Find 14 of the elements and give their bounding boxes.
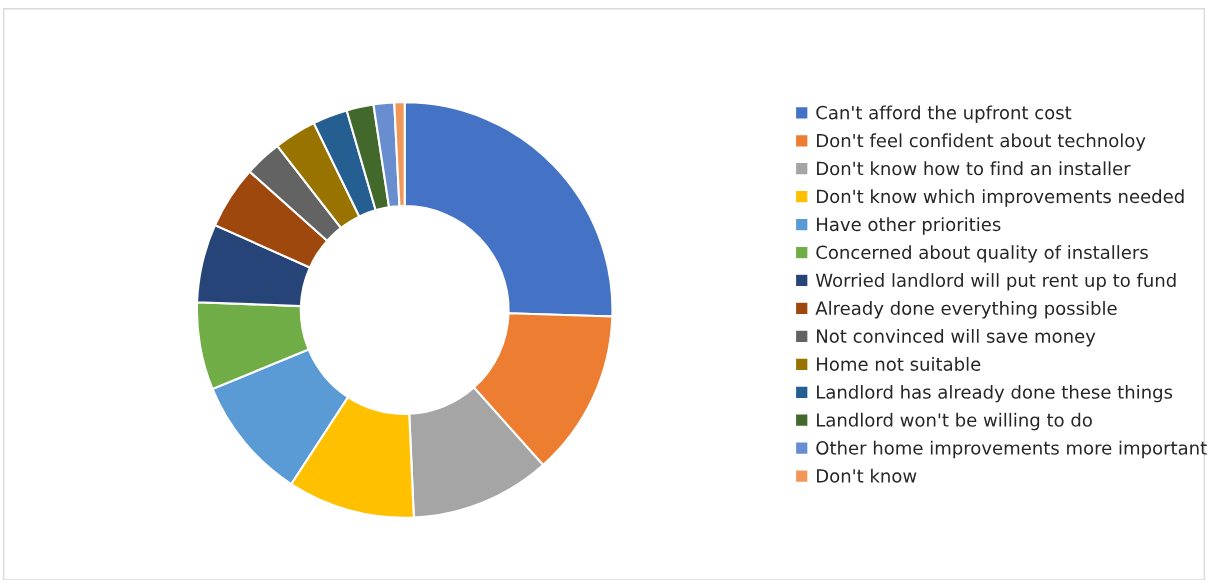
legend-label: Already done everything possible bbox=[815, 301, 1117, 319]
legend-label: Not convinced will save money bbox=[817, 328, 1096, 347]
legend-label: Other home improvements more important bbox=[816, 440, 1207, 459]
legend-label: Home not suitable bbox=[817, 356, 981, 371]
legend-label: Don't know bbox=[817, 468, 917, 483]
legend-label: Don't feel confident about technoloy bbox=[817, 133, 1146, 151]
legend-label: Don't know which improvements needed bbox=[817, 189, 1184, 207]
legend-label: Landlord has already done these things bbox=[817, 384, 1173, 403]
legend-label: Landlord won't be willing to do bbox=[817, 412, 1092, 431]
legend-label: Can't afford the upfront cost bbox=[816, 105, 1072, 123]
legend-label: Worried landlord will put rent up to fund bbox=[815, 273, 1176, 291]
legend-label: Concerned about quality of installers bbox=[816, 245, 1148, 263]
legend-label: Don't know how to find an installer bbox=[817, 161, 1131, 176]
legend-label: Have other priorities bbox=[817, 217, 1001, 235]
